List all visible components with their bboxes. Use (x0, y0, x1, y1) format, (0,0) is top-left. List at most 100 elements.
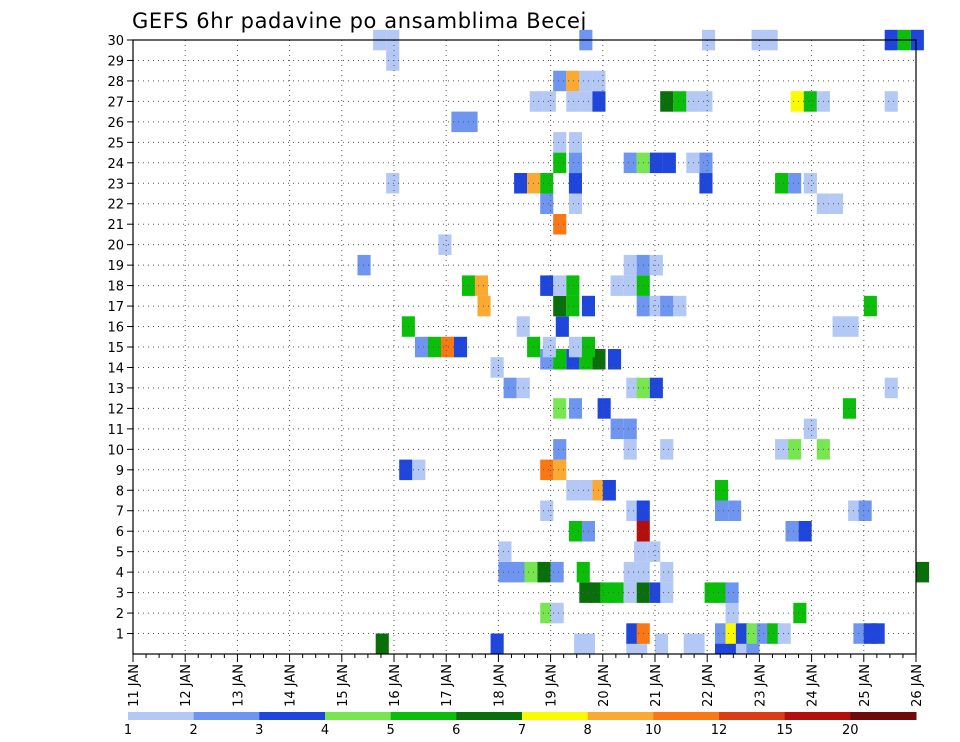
heatmap-cell (477, 295, 491, 317)
heatmap-cell (884, 377, 898, 399)
heatmap-cell (589, 582, 603, 603)
heatmap-cell (775, 173, 789, 194)
colorbar-label: 15 (776, 723, 793, 738)
heatmap-cell (592, 349, 606, 370)
heatmap-cell (660, 295, 674, 317)
y-tick-label: 1 (116, 628, 124, 643)
y-tick-label: 21 (107, 218, 124, 233)
x-tick-label: 23 JAN (753, 664, 768, 707)
heatmap-cell (498, 561, 512, 583)
y-tick-label: 22 (107, 198, 124, 213)
heatmap-cell (529, 91, 543, 112)
heatmap-cell (884, 91, 898, 112)
heatmap-cell (537, 561, 551, 583)
x-tick-label: 19 JAN (545, 664, 560, 707)
heatmap-cell (414, 336, 428, 358)
y-tick-label: 25 (107, 136, 124, 151)
y-tick-label: 13 (107, 382, 124, 397)
heatmap-cell (568, 521, 582, 542)
heatmap-cell (832, 316, 846, 337)
colorbar-label: 4 (321, 723, 329, 738)
colorbar-swatch (325, 712, 392, 720)
colorbar-label: 12 (711, 723, 728, 738)
heatmap-cell (566, 275, 580, 296)
heatmap-cell (579, 91, 593, 112)
heatmap-cell (626, 377, 640, 399)
y-tick-label: 12 (107, 402, 124, 417)
heatmap-cell (788, 439, 802, 460)
x-tick-label: 13 JAN (231, 664, 246, 707)
heatmap-cell (579, 70, 593, 92)
y-tick-label: 10 (107, 443, 124, 458)
y-tick-label: 23 (107, 177, 124, 192)
heatmap-cell (441, 336, 455, 358)
heatmap-cell (566, 91, 580, 112)
heatmap-cell (623, 439, 637, 460)
y-tick-label: 11 (107, 423, 124, 438)
y-tick-label: 9 (116, 464, 124, 479)
colorbar-label: 5 (387, 723, 395, 738)
x-tick-label: 20 JAN (597, 664, 612, 707)
heatmap-cell (725, 602, 739, 624)
colorbar-swatch (719, 712, 786, 720)
y-tick-label: 27 (107, 95, 124, 110)
heatmap-cell (725, 582, 739, 603)
colorbar-swatch (522, 712, 589, 720)
colorbar-swatch (653, 712, 720, 720)
y-tick-label: 3 (116, 587, 124, 602)
heatmap-cell (553, 132, 567, 153)
heatmap-cell (540, 459, 554, 481)
x-tick-label: 25 JAN (858, 664, 873, 707)
y-tick-label: 4 (116, 566, 124, 581)
heatmap-cell (777, 623, 791, 644)
colorbar-label: 1 (124, 723, 132, 738)
y-axis: 1234567891011121314151617181920212223242… (107, 34, 133, 643)
heatmap-cell (803, 173, 817, 194)
x-axis: 11 JAN 12 JAN 13 JAN 14 JAN 15 JAN 16 JAN 17 J… (127, 654, 925, 707)
colorbar-swatch (259, 712, 326, 720)
colorbar-swatch (587, 712, 654, 720)
heatmap-cell (568, 336, 582, 358)
heatmap-cell (649, 295, 663, 317)
heatmap-cell (540, 173, 554, 194)
heatmap-cell (550, 561, 564, 583)
heatmap-cell (623, 582, 637, 603)
heatmap-cell (673, 91, 687, 112)
heatmap-cell (610, 275, 624, 296)
heatmap-cell (623, 561, 637, 583)
heatmap-cell (438, 234, 452, 255)
heatmap-cell (673, 295, 687, 317)
heatmap-cell (649, 582, 663, 603)
heatmap-cell (427, 336, 441, 358)
heatmap-cell (623, 418, 637, 440)
heatmap-cell (555, 316, 569, 337)
heatmap-cell (699, 152, 713, 174)
heatmap-cell (785, 521, 799, 542)
heatmap-cell (566, 480, 580, 501)
heatmap-cell (728, 500, 742, 521)
heatmap-cell (490, 633, 504, 654)
heatmap-cell (649, 254, 663, 276)
heatmap-cell (524, 561, 538, 583)
heatmap-cell (845, 316, 859, 337)
colorbar-swatch (456, 712, 523, 720)
y-tick-label: 6 (116, 525, 124, 540)
heatmap-cell (540, 193, 554, 214)
y-tick-label: 19 (107, 259, 124, 274)
heatmap-cell (581, 633, 595, 654)
heatmap-cell (579, 582, 593, 603)
heatmap-cell (566, 70, 580, 92)
heatmap-cell (626, 623, 640, 644)
heatmap-cell (793, 602, 807, 624)
heatmap-cell (498, 541, 512, 562)
heatmap-cell (386, 173, 400, 194)
heatmap-cell (474, 275, 488, 296)
y-tick-label: 26 (107, 116, 124, 131)
x-tick-label: 26 JAN (910, 664, 925, 707)
heatmap-cell (790, 91, 804, 112)
heatmap-cell (568, 132, 582, 153)
y-tick-label: 17 (107, 300, 124, 315)
colorbar-label: 20 (842, 723, 859, 738)
heatmap-cell (775, 439, 789, 460)
